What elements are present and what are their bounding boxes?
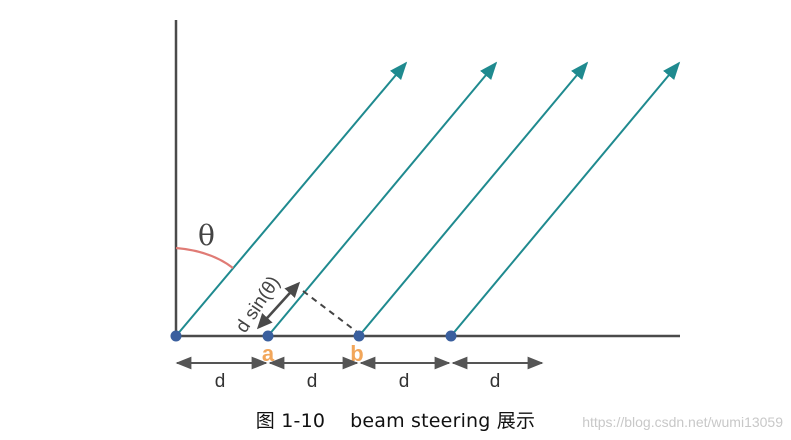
spacing-label-1: d [215,371,226,392]
theta-arc [175,246,234,269]
dsin-arrow [256,281,301,330]
beam-ray-2 [267,61,498,337]
beam-ray-3 [358,61,589,337]
element-dot-2 [262,330,274,342]
spacing-label-4: d [490,371,501,392]
watermark: https://blog.csdn.net/wumi13059 [582,414,783,430]
perpendicular-dashed-line [302,290,358,333]
figure-caption: 图 1-10 beam steering 展示 [255,410,536,432]
beam-ray-1 [175,61,408,337]
beam-ray-4 [450,61,681,337]
element-dot-1 [170,330,182,342]
element-dot-4 [445,330,457,342]
beam-steering-diagram: θ d sin(θ) a b d d d d [170,20,681,392]
spacing-label-3: d [399,371,410,392]
element-dot-3 [353,330,365,342]
theta-label: θ [198,219,215,252]
spacing-label-2: d [307,371,318,392]
